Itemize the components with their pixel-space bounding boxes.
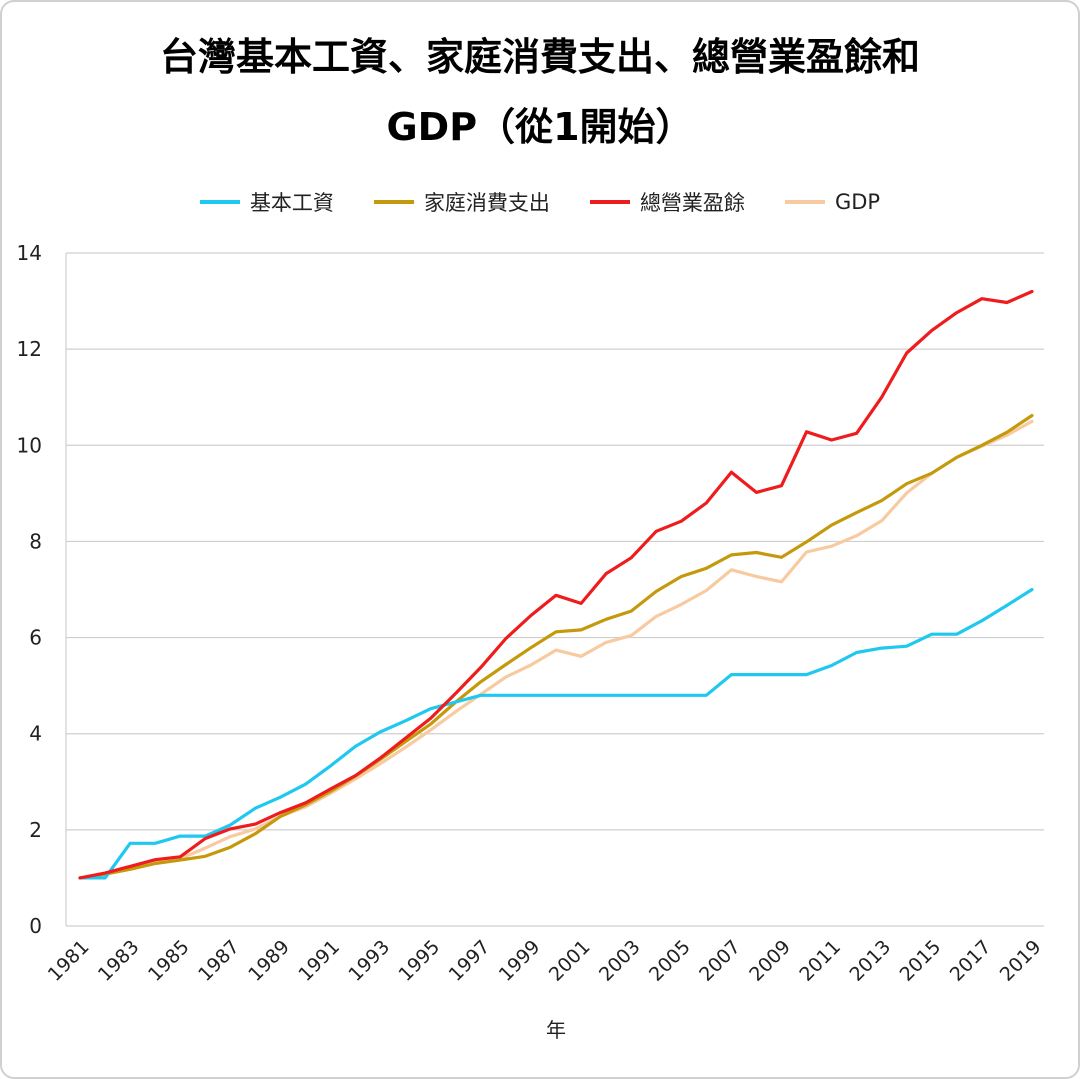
x-axis-label: 年: [546, 1018, 566, 1042]
y-tick-label: 4: [29, 722, 42, 746]
x-tick-label: 2007: [695, 936, 745, 986]
x-tick-label: 2011: [795, 936, 845, 986]
x-tick-label: 1993: [344, 936, 394, 986]
x-tick-label: 2005: [645, 936, 695, 986]
legend-item: 家庭消費支出: [373, 187, 550, 217]
x-tick-label: 2001: [545, 936, 595, 986]
series-line-1: [78, 413, 1034, 880]
y-tick-labels: 0 2 4 6 8 10 12 14: [17, 241, 42, 938]
y-tick-label: 8: [29, 529, 42, 553]
legend-label: 基本工資: [249, 191, 334, 215]
series-lines: [78, 289, 1034, 880]
legend-label: 家庭消費支出: [423, 191, 550, 215]
y-tick-label: 12: [17, 337, 42, 361]
x-tick-label: 2017: [946, 936, 996, 986]
x-tick-label: 1981: [44, 936, 94, 986]
chart-title: 台灣基本工資、家庭消費支出、總營業盈餘和 GDP（從1開始）: [159, 35, 920, 149]
grid-lines: [66, 252, 1044, 927]
x-tick-label: 2013: [845, 936, 895, 986]
legend-item: 基本工資: [199, 187, 334, 217]
y-tick-label: 6: [29, 626, 42, 650]
legend-item: GDP: [784, 190, 881, 214]
legend-swatch: [199, 200, 240, 204]
y-tick-label: 2: [29, 818, 42, 842]
series-line-2: [78, 289, 1034, 880]
y-tick-label: 0: [29, 914, 42, 938]
x-tick-label: 1983: [94, 936, 144, 986]
x-tick-label: 1997: [445, 936, 495, 986]
legend-swatch: [373, 200, 414, 204]
series-line-3: [78, 419, 1034, 880]
x-tick-label: 1991: [294, 936, 344, 986]
legend-label: 總營業盈餘: [639, 191, 745, 215]
legend-item: 總營業盈餘: [589, 187, 745, 217]
x-tick-labels: 1981 1983 1985 1987 1989 1991 1993 1995 1997 1999…: [44, 936, 1046, 986]
y-tick-label: 14: [17, 241, 42, 265]
legend-swatch: [784, 200, 825, 204]
legend-label: GDP: [834, 190, 881, 214]
chart-legend: 基本工資 家庭消費支出 總營業盈餘 GDP: [0, 184, 1080, 220]
x-tick-label: 1995: [395, 936, 445, 986]
x-tick-label: 1985: [144, 936, 194, 986]
x-tick-label: 2015: [896, 936, 946, 986]
y-tick-label: 10: [17, 433, 42, 457]
legend-swatch: [589, 200, 630, 204]
x-tick-label: 1989: [244, 936, 294, 986]
x-tick-label: 2009: [745, 936, 795, 986]
x-tick-label: 2003: [595, 936, 645, 986]
x-tick-label: 1999: [495, 936, 545, 986]
x-tick-label: 1987: [194, 936, 244, 986]
x-tick-label: 2019: [996, 936, 1046, 986]
series-line-0: [78, 587, 1034, 880]
